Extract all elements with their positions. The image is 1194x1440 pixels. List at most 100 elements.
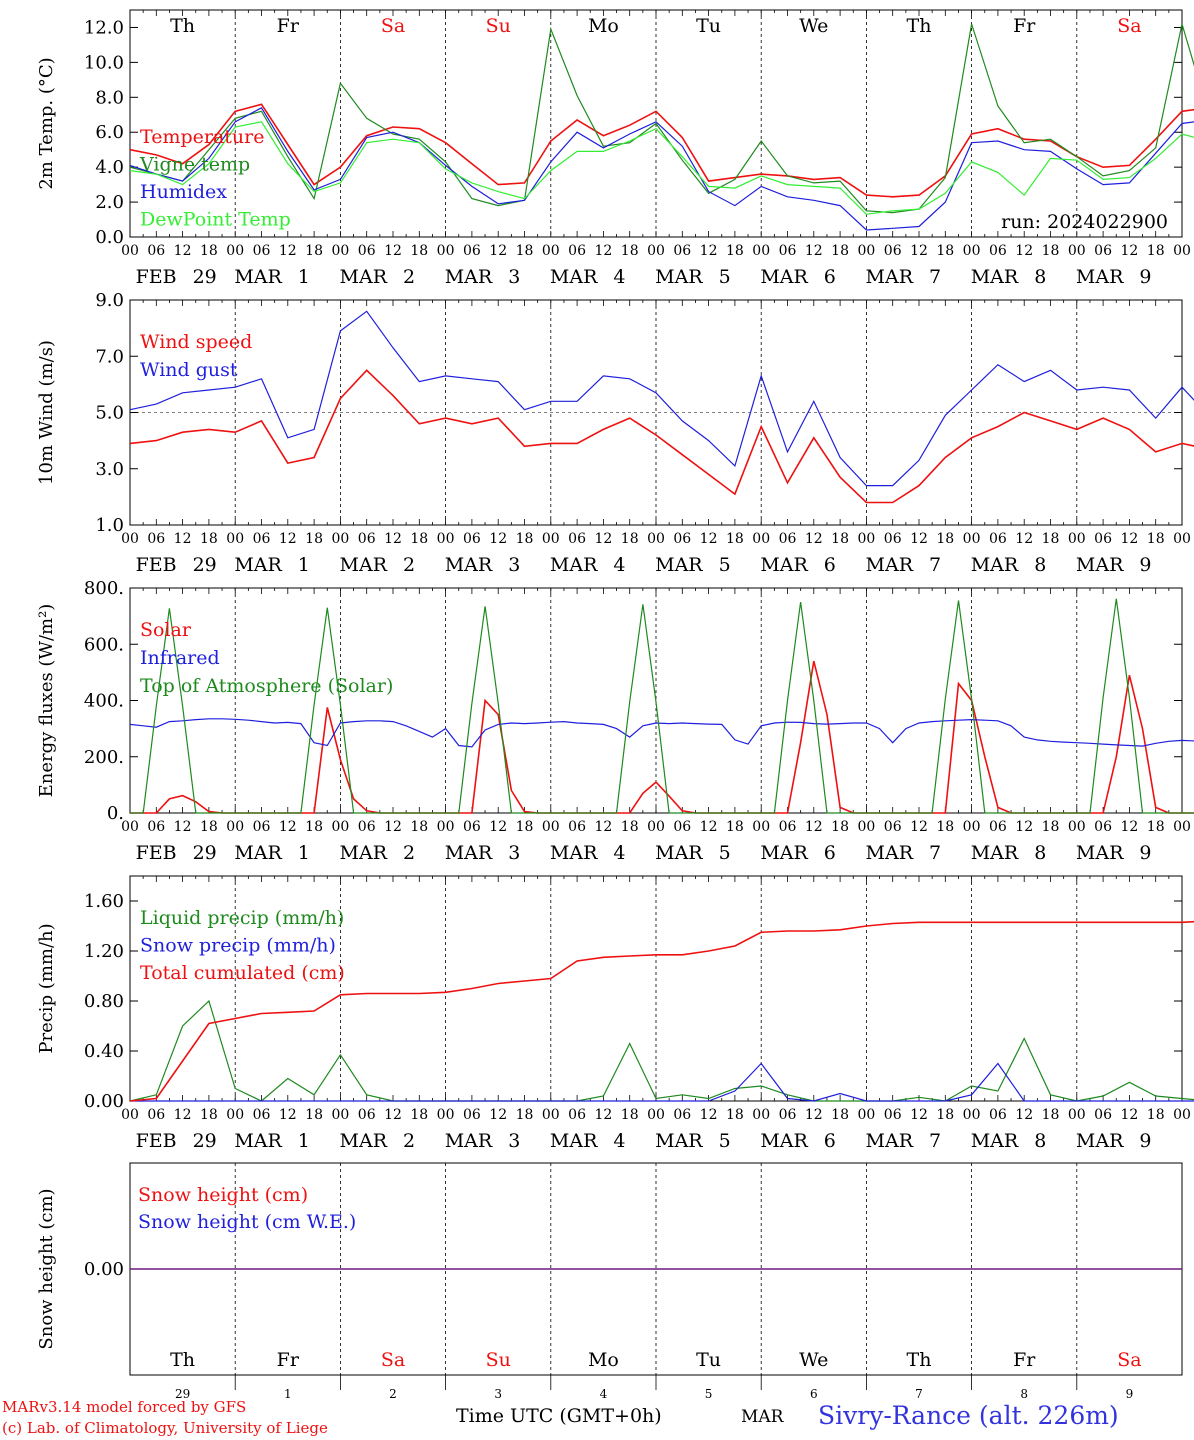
x-hour-label: 00 (647, 243, 665, 259)
legend-entry: Wind speed (140, 331, 252, 353)
weekday-label-top: Fr (1013, 15, 1036, 37)
date-month-label: MAR (550, 1130, 598, 1152)
weekday-label-bottom: Sa (1117, 1349, 1141, 1371)
x-hour-label: 00 (121, 1107, 139, 1123)
x-hour-label: 00 (752, 531, 770, 547)
x-hour-label: 12 (594, 1107, 612, 1123)
x-hour-label: 12 (910, 819, 928, 835)
x-hour-label: 12 (279, 819, 297, 835)
x-hour-label: 00 (437, 819, 455, 835)
weekday-label-top: Sa (1117, 15, 1141, 37)
date-month-label: FEB (136, 266, 177, 288)
x-hour-label: 06 (568, 243, 586, 259)
x-hour-label: 12 (174, 819, 192, 835)
x-hour-label: 18 (621, 1107, 639, 1123)
y-tick-label: 3.0 (95, 459, 124, 480)
date-day-label: 2 (403, 554, 415, 576)
series-line-dewpoint-temp (129, 121, 1194, 215)
x-hour-label: 00 (1068, 819, 1086, 835)
date-month-label: MAR (1076, 842, 1124, 864)
x-hour-label: 00 (1068, 243, 1086, 259)
date-day-label: 29 (193, 842, 217, 864)
legend-entry: Humidex (140, 181, 227, 203)
date-month-label: MAR (340, 842, 388, 864)
y-tick-label: 5.0 (95, 403, 124, 424)
date-day-label: 4 (613, 842, 625, 864)
weekday-label-top: Fr (277, 15, 300, 37)
weekday-label-bottom: Fr (1013, 1349, 1036, 1371)
weekday-label-bottom: Th (170, 1349, 195, 1371)
x-hour-label: 00 (226, 819, 244, 835)
x-hour-label: 12 (910, 531, 928, 547)
x-hour-label: 06 (989, 531, 1007, 547)
x-hour-label: 12 (1015, 531, 1033, 547)
date-day-label: 29 (193, 1130, 217, 1152)
x-hour-label: 12 (489, 1107, 507, 1123)
y-tick-label: 0.00 (84, 1091, 124, 1112)
y-tick-label: 0.00 (84, 1259, 124, 1280)
x-hour-label: 06 (463, 531, 481, 547)
x-hour-label: 12 (805, 243, 823, 259)
date-month-label: MAR (445, 266, 493, 288)
date-day-label: 1 (298, 1130, 310, 1152)
x-hour-label: 18 (1147, 531, 1165, 547)
series-line-snow-precip-mm-h- (130, 1062, 1194, 1102)
y-tick-label: 1.60 (84, 891, 124, 912)
y-tick-label: 6.0 (95, 122, 124, 143)
date-day-label: 2 (403, 266, 415, 288)
date-month-label: MAR (234, 842, 282, 864)
bottom-day-number: 6 (810, 1387, 818, 1401)
x-hour-label: 00 (331, 243, 349, 259)
x-hour-label: 00 (331, 819, 349, 835)
weekday-label-top: Tu (696, 15, 721, 37)
x-hour-label: 12 (384, 243, 402, 259)
series-line-vigne-temp (129, 23, 1194, 214)
x-hour-label: 00 (647, 819, 665, 835)
x-hour-label: 06 (673, 243, 691, 259)
x-hour-label: 00 (542, 243, 560, 259)
bottom-day-number: 5 (705, 1387, 713, 1401)
date-month-label: MAR (866, 842, 914, 864)
x-hour-label: 12 (279, 1107, 297, 1123)
x-hour-label: 06 (1094, 1107, 1112, 1123)
x-hour-label: 00 (857, 243, 875, 259)
x-hour-label: 06 (147, 819, 165, 835)
date-day-label: 29 (193, 266, 217, 288)
x-hour-label: 00 (437, 243, 455, 259)
x-hour-label: 12 (1120, 243, 1138, 259)
date-month-label: MAR (866, 554, 914, 576)
date-month-label: MAR (550, 266, 598, 288)
date-month-label: MAR (1076, 554, 1124, 576)
legend-entry: Total cumulated (cm) (140, 962, 345, 984)
y-tick-label: 0.0 (95, 227, 124, 248)
x-hour-label: 00 (857, 1107, 875, 1123)
x-hour-label: 00 (226, 243, 244, 259)
date-day-label: 4 (613, 266, 625, 288)
x-hour-label: 00 (963, 243, 981, 259)
x-hour-label: 00 (1173, 819, 1191, 835)
month-label: MAR (741, 1407, 784, 1427)
x-hour-label: 18 (831, 1107, 849, 1123)
x-hour-label: 06 (568, 531, 586, 547)
date-day-label: 3 (508, 266, 520, 288)
y-tick-label: 2.0 (95, 192, 124, 213)
date-day-label: 1 (298, 554, 310, 576)
x-hour-label: 00 (121, 819, 139, 835)
date-day-label: 1 (298, 266, 310, 288)
date-month-label: FEB (136, 554, 177, 576)
legend-entry: Liquid precip (mm/h) (140, 907, 344, 929)
date-day-label: 8 (1034, 842, 1046, 864)
x-hour-label: 06 (358, 819, 376, 835)
x-hour-label: 00 (331, 1107, 349, 1123)
x-hour-label: 12 (805, 1107, 823, 1123)
x-hour-label: 06 (1094, 531, 1112, 547)
date-month-label: MAR (655, 842, 703, 864)
bottom-day-number: 7 (915, 1387, 923, 1401)
date-month-label: MAR (445, 554, 493, 576)
x-hour-label: 18 (831, 531, 849, 547)
x-hour-label: 00 (963, 819, 981, 835)
x-hour-label: 06 (884, 819, 902, 835)
date-month-label: MAR (971, 842, 1019, 864)
x-hour-label: 00 (857, 531, 875, 547)
x-hour-label: 06 (884, 531, 902, 547)
